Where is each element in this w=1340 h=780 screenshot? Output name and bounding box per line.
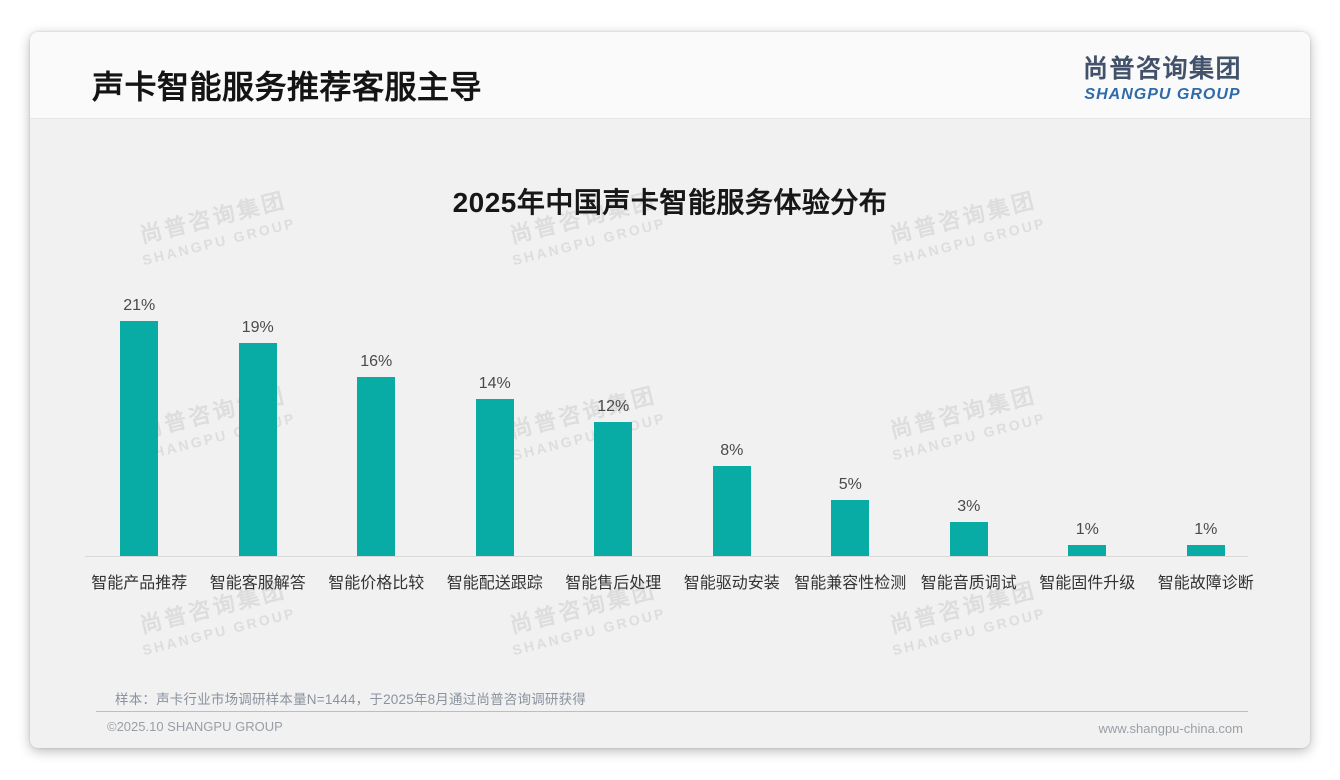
bar-category-label: 智能客服解答	[209, 575, 306, 592]
watermark-en: SHANGPU GROUP	[890, 604, 1048, 659]
bar-category-label: 智能产品推荐	[91, 575, 188, 592]
shangpu-logo: 尚普咨询集团 SHANGPU GROUP	[1082, 55, 1242, 103]
bar-value-label: 21%	[123, 296, 156, 314]
bar-value-label: 19%	[241, 319, 274, 337]
report-slide: 尚普咨询集团 SHANGPU GROUP 尚普咨询集团 SHANGPU GROUP 尚普…	[30, 32, 1310, 748]
bar-category-label: 智能驱动安装	[683, 575, 780, 592]
bar-category-label: 智能固件升级	[1039, 575, 1136, 592]
bar-category-label: 智能配送跟踪	[446, 575, 543, 592]
bar	[1186, 544, 1225, 556]
bar-group: 12% 智能售后处理	[554, 256, 673, 592]
watermark-en: SHANGPU GROUP	[510, 604, 668, 659]
watermark-en: SHANGPU GROUP	[140, 604, 298, 659]
bar	[475, 399, 514, 556]
bar	[120, 320, 159, 556]
bar-value-label: 3%	[957, 498, 981, 516]
bar	[831, 500, 870, 556]
bar-group: 19% 智能客服解答	[199, 256, 318, 592]
logo-en-text: SHANGPU GROUP	[1084, 85, 1241, 103]
bar-value-label: 8%	[720, 442, 744, 460]
bar-value-label: 1%	[1075, 520, 1099, 538]
bar-category-label: 智能售后处理	[565, 575, 662, 592]
bar-value-label: 1%	[1194, 520, 1218, 538]
bar-group: 1% 智能故障诊断	[1147, 256, 1266, 592]
bar	[712, 466, 751, 556]
bar-value-label: 14%	[478, 375, 511, 393]
bar-plot: 21% 智能产品推荐 19% 智能客服解答 16% 智能价格比较 14% 智能配送跟踪 12% 智…	[80, 256, 1266, 592]
bar-group: 8% 智能驱动安装	[673, 256, 792, 592]
page-title: 声卡智能服务推荐客服主导	[92, 69, 483, 105]
bar-category-label: 智能故障诊断	[1157, 575, 1254, 592]
bar	[594, 421, 633, 556]
bar-group: 16% 智能价格比较	[317, 256, 436, 592]
sample-footnote: 样本：声卡行业市场调研样本量N=1444，于2025年8月通过尚普咨询调研获得	[115, 692, 587, 707]
bar-category-label: 智能价格比较	[328, 575, 425, 592]
bar-value-label: 12%	[597, 397, 630, 415]
footer-divider	[96, 711, 1248, 712]
bar	[949, 522, 988, 556]
bar-category-label: 智能音质调试	[920, 575, 1017, 592]
bar	[238, 343, 277, 556]
x-axis-line	[85, 556, 1248, 557]
bar-group: 5% 智能兼容性检测	[791, 256, 910, 592]
bar	[357, 376, 396, 556]
chart-title: 2025年中国声卡智能服务体验分布	[452, 187, 888, 218]
bar-group: 3% 智能音质调试	[910, 256, 1029, 592]
bar-value-label: 5%	[838, 476, 862, 493]
bar-value-label: 16%	[360, 352, 393, 370]
website-text: www.shangpu-china.com	[1098, 721, 1243, 736]
bar-group: 14% 智能配送跟踪	[436, 256, 555, 592]
slide-header: 声卡智能服务推荐客服主导 尚普咨询集团 SHANGPU GROUP	[30, 32, 1310, 119]
copyright-text: ©2025.10 SHANGPU GROUP	[107, 719, 283, 734]
bar-group: 1% 智能固件升级	[1028, 256, 1147, 592]
bar-group: 21% 智能产品推荐	[80, 256, 199, 592]
logo-cn-text: 尚普咨询集团	[1082, 55, 1242, 83]
bar-category-label: 智能兼容性检测	[794, 575, 907, 592]
bar	[1068, 544, 1107, 556]
